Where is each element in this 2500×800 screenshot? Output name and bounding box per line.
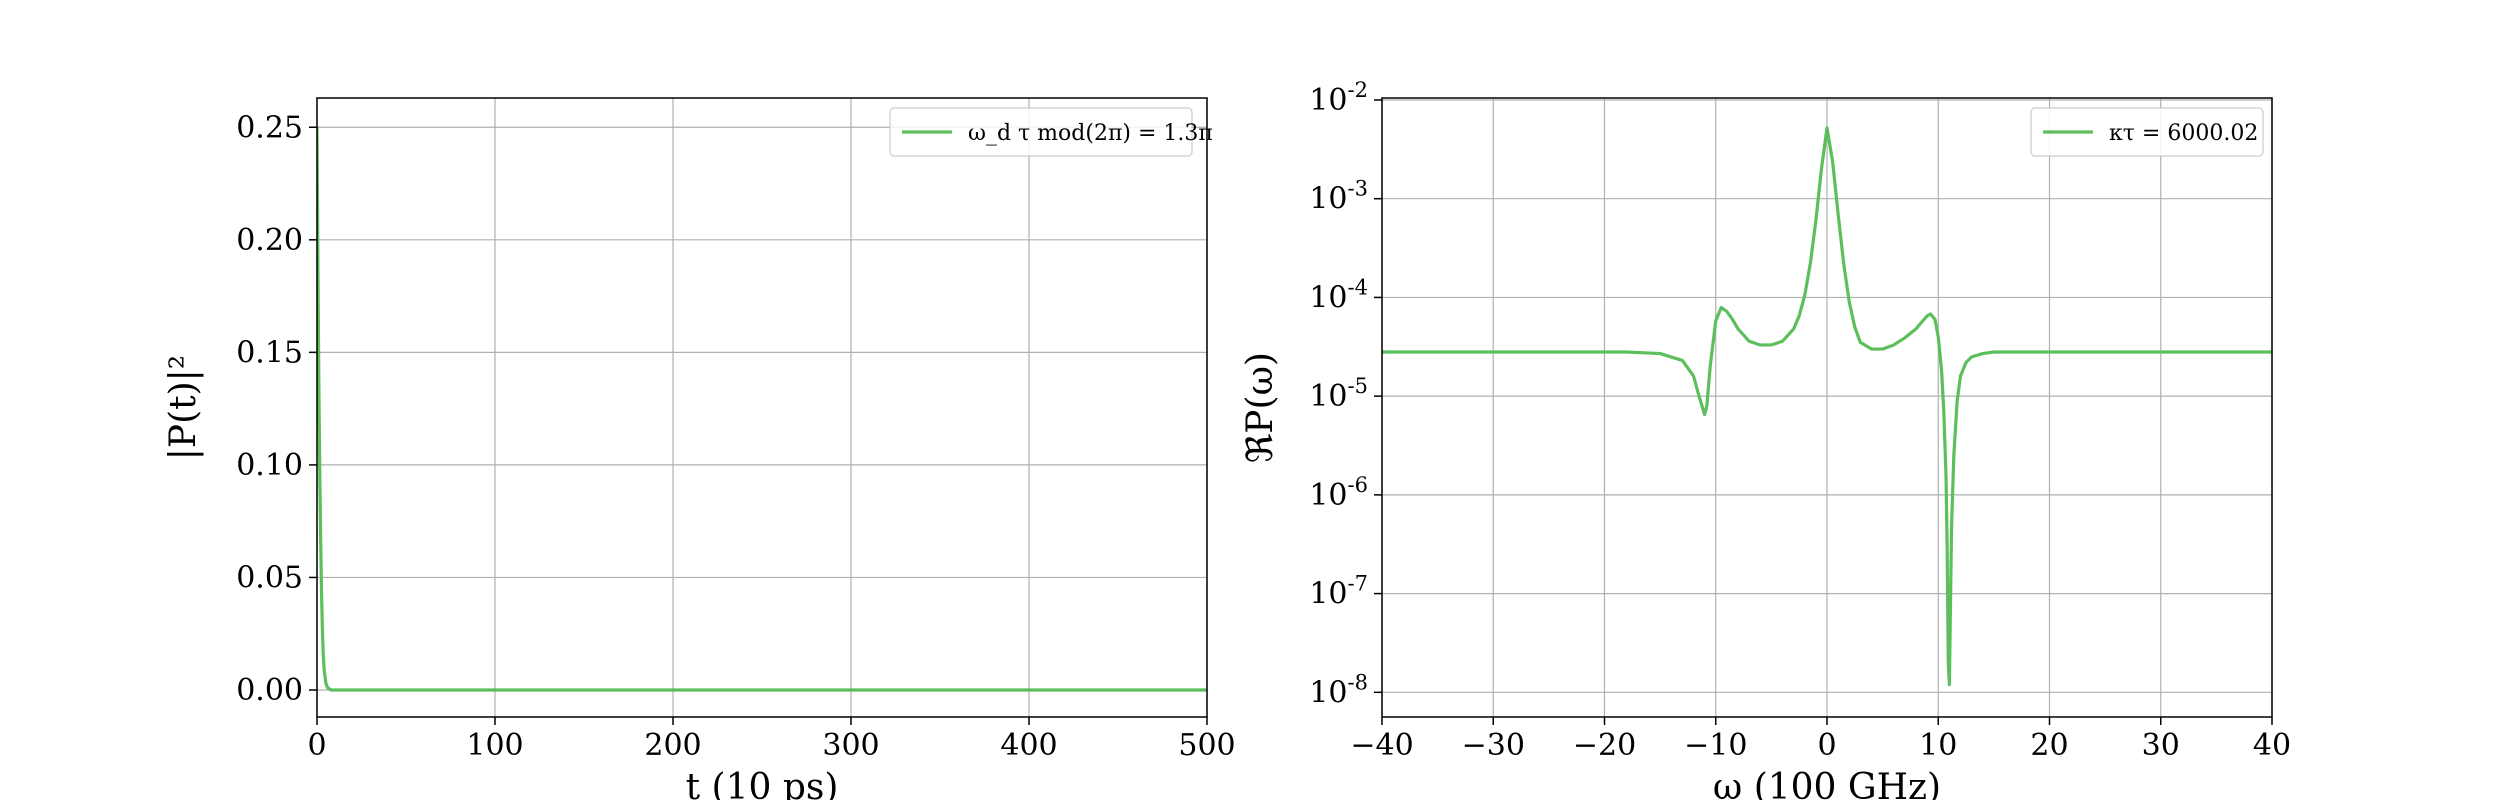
left-series-line-0 <box>317 125 1207 692</box>
right-x-tick-label: −20 <box>1573 728 1636 763</box>
right-y-tick-exponent: -6 <box>1348 473 1368 497</box>
right-y-tick-base: 10 <box>1309 83 1347 118</box>
right-y-tick-label: 10-7 <box>1309 572 1368 612</box>
left-x-tick-label: 500 <box>1178 728 1235 763</box>
right-y-tick-base: 10 <box>1309 675 1347 710</box>
right-y-tick-base: 10 <box>1309 182 1347 217</box>
left-x-tick-label: 100 <box>466 728 523 763</box>
left-legend-label: ω_d τ mod(2π) = 1.3π <box>968 121 1213 146</box>
left-x-tick-label: 400 <box>1000 728 1057 763</box>
right-y-tick-base: 10 <box>1309 577 1347 612</box>
right-y-tick-label: 10-3 <box>1309 177 1368 217</box>
time-domain-panel: 0 100 200 300 400 500 0.00 0.05 0.10 0.15 0.20 0.25… <box>163 97 1236 800</box>
right-series-lines <box>1382 126 2272 687</box>
left-axes-frame <box>316 97 1208 718</box>
right-x-tick-label: −40 <box>1350 728 1413 763</box>
left-y-tick-label: 0.20 <box>236 223 303 258</box>
left-y-tick-label: 0.25 <box>236 110 303 145</box>
right-x-tick-label: 10 <box>1919 728 1957 763</box>
left-ticks: 0 100 200 300 400 500 0.00 0.05 0.10 0.15 0.20 0.25 <box>236 110 1235 763</box>
left-x-tick-label: 300 <box>822 728 879 763</box>
right-y-tick-base: 10 <box>1309 379 1347 414</box>
right-y-tick-exponent: -8 <box>1348 670 1368 694</box>
right-y-tick-label: 10-8 <box>1309 670 1368 710</box>
right-y-tick-label: 10-2 <box>1309 78 1368 118</box>
right-y-tick-label: 10-5 <box>1309 374 1368 414</box>
right-y-axis-label: ℜP(ω) <box>1240 352 1281 463</box>
left-y-axis-label: |P(t)|² <box>163 355 204 460</box>
left-y-tick-label: 0.00 <box>236 673 303 708</box>
left-y-tick-label: 0.05 <box>236 560 303 595</box>
right-series-line-0 <box>1382 126 2272 687</box>
right-y-tick-label: 10-4 <box>1309 275 1368 315</box>
right-legend-box <box>2030 107 2264 157</box>
right-x-tick-label: 0 <box>1817 728 1836 763</box>
right-y-tick-exponent: -3 <box>1348 177 1368 201</box>
right-ticks: −40 −30 −20 −10 0 10 20 30 4010-810-710-610-510-… <box>1309 78 2291 763</box>
left-legend-box <box>889 107 1193 157</box>
right-y-tick-exponent: -2 <box>1348 78 1368 102</box>
left-y-tick-label: 0.10 <box>236 448 303 483</box>
right-legend: κτ = 6000.02 <box>2030 107 2264 157</box>
left-x-tick-label: 0 <box>307 728 326 763</box>
frequency-domain-panel: −40 −30 −20 −10 0 10 20 30 4010-810-710-610-510-… <box>1240 78 2291 800</box>
right-x-axis-label: ω (100 GHz) <box>1713 767 1941 800</box>
left-y-tick-label: 0.15 <box>236 335 303 370</box>
right-y-tick-base: 10 <box>1309 478 1347 513</box>
left-gridlines <box>316 98 1208 717</box>
right-y-tick-base: 10 <box>1309 280 1347 315</box>
left-x-tick-label: 200 <box>644 728 701 763</box>
right-x-tick-label: −30 <box>1462 728 1525 763</box>
right-x-tick-label: 20 <box>2030 728 2068 763</box>
right-x-tick-label: 30 <box>2142 728 2180 763</box>
right-y-tick-exponent: -4 <box>1348 275 1368 299</box>
right-x-tick-label: 40 <box>2253 728 2291 763</box>
right-y-tick-label: 10-6 <box>1309 473 1368 513</box>
right-y-tick-exponent: -7 <box>1348 572 1368 596</box>
left-x-axis-label: t (10 ps) <box>686 767 839 800</box>
right-y-tick-exponent: -5 <box>1348 374 1368 398</box>
right-gridlines <box>1381 98 2273 717</box>
right-x-tick-label: −10 <box>1684 728 1747 763</box>
left-series-lines <box>317 125 1207 692</box>
left-legend: ω_d τ mod(2π) = 1.3π <box>889 107 1213 157</box>
right-legend-label: κτ = 6000.02 <box>2109 121 2258 146</box>
